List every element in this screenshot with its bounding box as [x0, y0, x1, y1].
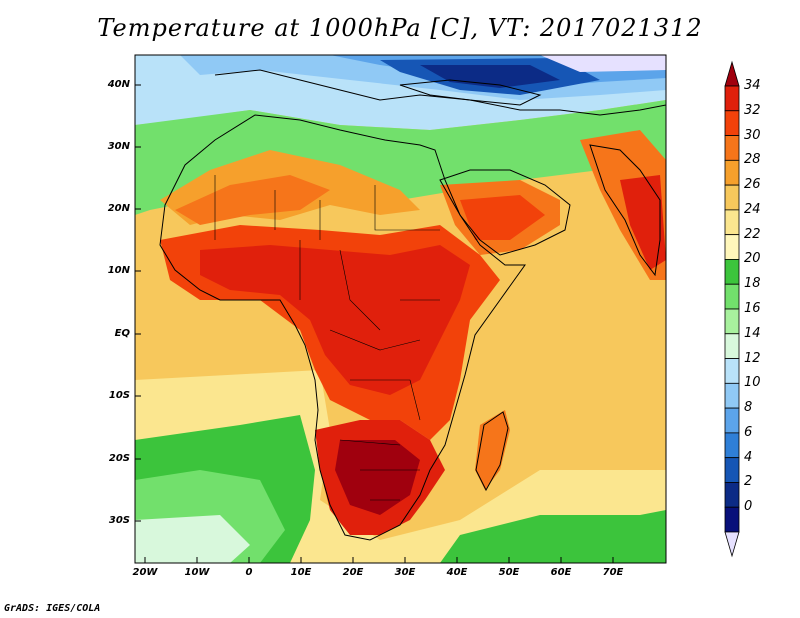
- legend-label: 30: [744, 127, 761, 143]
- lon-label-10e: 10E: [290, 567, 312, 578]
- lon-label-0: 0: [245, 567, 253, 578]
- grads-credit: GrADS: IGES/COLA: [4, 603, 101, 614]
- legend-label: 14: [744, 325, 761, 341]
- legend-label: 22: [744, 226, 761, 242]
- country-borders: [214, 175, 440, 501]
- southern-indian-cool-water: [440, 510, 666, 563]
- northeast-coldest-region: [540, 55, 666, 72]
- legend-label: 32: [744, 102, 761, 118]
- temperature-field: [135, 55, 666, 563]
- lon-label-20e: 20E: [342, 567, 364, 578]
- lat-label-eq: EQ: [114, 328, 130, 339]
- lon-label-70e: 70E: [602, 567, 624, 578]
- legend-label: 34: [744, 78, 761, 93]
- lon-label-40e: 40E: [446, 567, 468, 578]
- lat-label-10s: 10S: [108, 390, 130, 401]
- legend-label: 26: [744, 177, 761, 193]
- lat-label-20s: 20S: [108, 453, 130, 464]
- legend-swatch: [724, 184, 740, 211]
- axis-ticks: [135, 84, 614, 563]
- legend-swatch: [724, 234, 740, 260]
- legend-label: 20: [744, 251, 761, 267]
- lat-label-30s: 30S: [108, 515, 130, 526]
- legend-label: 6: [744, 424, 753, 440]
- legend-label: 18: [744, 276, 761, 292]
- europe-coastline: [214, 69, 666, 116]
- far-south-water: [135, 515, 250, 563]
- legend-swatch: [724, 135, 740, 161]
- india-coastline: [589, 144, 661, 277]
- legend-swatch: [724, 333, 740, 359]
- legend-label: 2: [744, 474, 753, 490]
- africa-coastline: [159, 114, 526, 541]
- southern-africa-hottest-region: [335, 440, 420, 515]
- legend-label: 16: [744, 301, 761, 316]
- legend-label: 10: [744, 375, 761, 391]
- legend-swatch: [724, 457, 740, 483]
- lon-label-10w: 10W: [184, 567, 210, 578]
- border-lines: [214, 175, 440, 501]
- legend-swatch: [724, 283, 740, 310]
- color-legend: [724, 60, 740, 558]
- legend-label: 8: [744, 400, 753, 416]
- madagascar-coastline: [475, 411, 509, 492]
- lat-label-20n: 20N: [107, 203, 130, 214]
- black-sea-coastline: [399, 79, 542, 106]
- arabia-coastline: [439, 169, 571, 256]
- legend-swatch: [724, 209, 740, 236]
- legend-swatch: [724, 308, 740, 335]
- legend-swatch: [724, 382, 740, 409]
- legend-label: 4: [744, 449, 753, 465]
- legend-swatch: [724, 358, 740, 384]
- coldest-region: [420, 65, 560, 88]
- legend-top-arrow: [724, 60, 740, 87]
- coastlines: [159, 69, 666, 541]
- legend-swatch: [724, 159, 740, 186]
- lat-label-10n: 10N: [107, 265, 130, 276]
- lon-label-20w: 20W: [132, 567, 158, 578]
- lat-label-30n: 30N: [107, 141, 130, 152]
- legend-label: 0: [744, 499, 753, 515]
- map-frame: [134, 54, 667, 564]
- legend-swatch: [724, 432, 740, 459]
- legend-label: 24: [744, 201, 761, 217]
- legend-label: 12: [744, 350, 761, 366]
- legend-swatch: [724, 110, 740, 136]
- lon-label-60e: 60E: [550, 567, 572, 578]
- legend-swatch: [724, 259, 740, 285]
- legend-swatch: [724, 506, 740, 533]
- lon-label-30e: 30E: [394, 567, 416, 578]
- legend-bottom-arrow: [724, 531, 740, 558]
- madagascar: [475, 410, 510, 490]
- legend-swatch: [724, 407, 740, 434]
- arabia-hotter-region: [460, 195, 545, 240]
- central-africa-hotter-region: [200, 245, 470, 395]
- legend-swatch: [724, 482, 740, 508]
- legend-swatch: [724, 85, 740, 112]
- legend-label: 28: [744, 152, 761, 168]
- lat-label-40n: 40N: [107, 79, 130, 90]
- lon-label-50e: 50E: [498, 567, 520, 578]
- map-title: Temperature at 1000hPa [C], VT: 20170213…: [97, 14, 703, 42]
- india-hotter-region: [620, 175, 666, 270]
- sahara-hot-region: [175, 175, 330, 225]
